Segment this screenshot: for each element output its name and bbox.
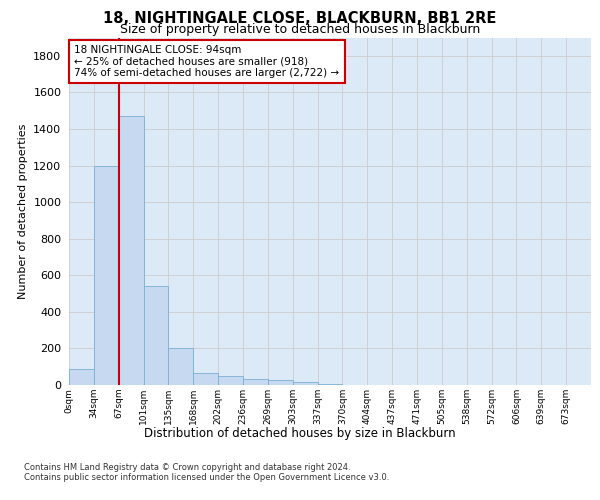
Text: 18 NIGHTINGALE CLOSE: 94sqm
← 25% of detached houses are smaller (918)
74% of se: 18 NIGHTINGALE CLOSE: 94sqm ← 25% of det… [74,45,340,78]
Bar [268,380,293,385]
Bar [193,373,218,385]
Bar [94,166,119,385]
Text: Distribution of detached houses by size in Blackburn: Distribution of detached houses by size … [144,428,456,440]
Bar [293,382,317,385]
Text: Size of property relative to detached houses in Blackburn: Size of property relative to detached ho… [120,22,480,36]
Bar [119,116,143,385]
Text: 18, NIGHTINGALE CLOSE, BLACKBURN, BB1 2RE: 18, NIGHTINGALE CLOSE, BLACKBURN, BB1 2R… [103,11,497,26]
Bar [143,286,169,385]
Bar [169,348,193,385]
Bar [243,378,268,385]
Text: Contains public sector information licensed under the Open Government Licence v3: Contains public sector information licen… [24,472,389,482]
Bar [317,384,343,385]
Bar [218,376,243,385]
Y-axis label: Number of detached properties: Number of detached properties [17,124,28,299]
Bar [69,368,94,385]
Text: Contains HM Land Registry data © Crown copyright and database right 2024.: Contains HM Land Registry data © Crown c… [24,462,350,471]
